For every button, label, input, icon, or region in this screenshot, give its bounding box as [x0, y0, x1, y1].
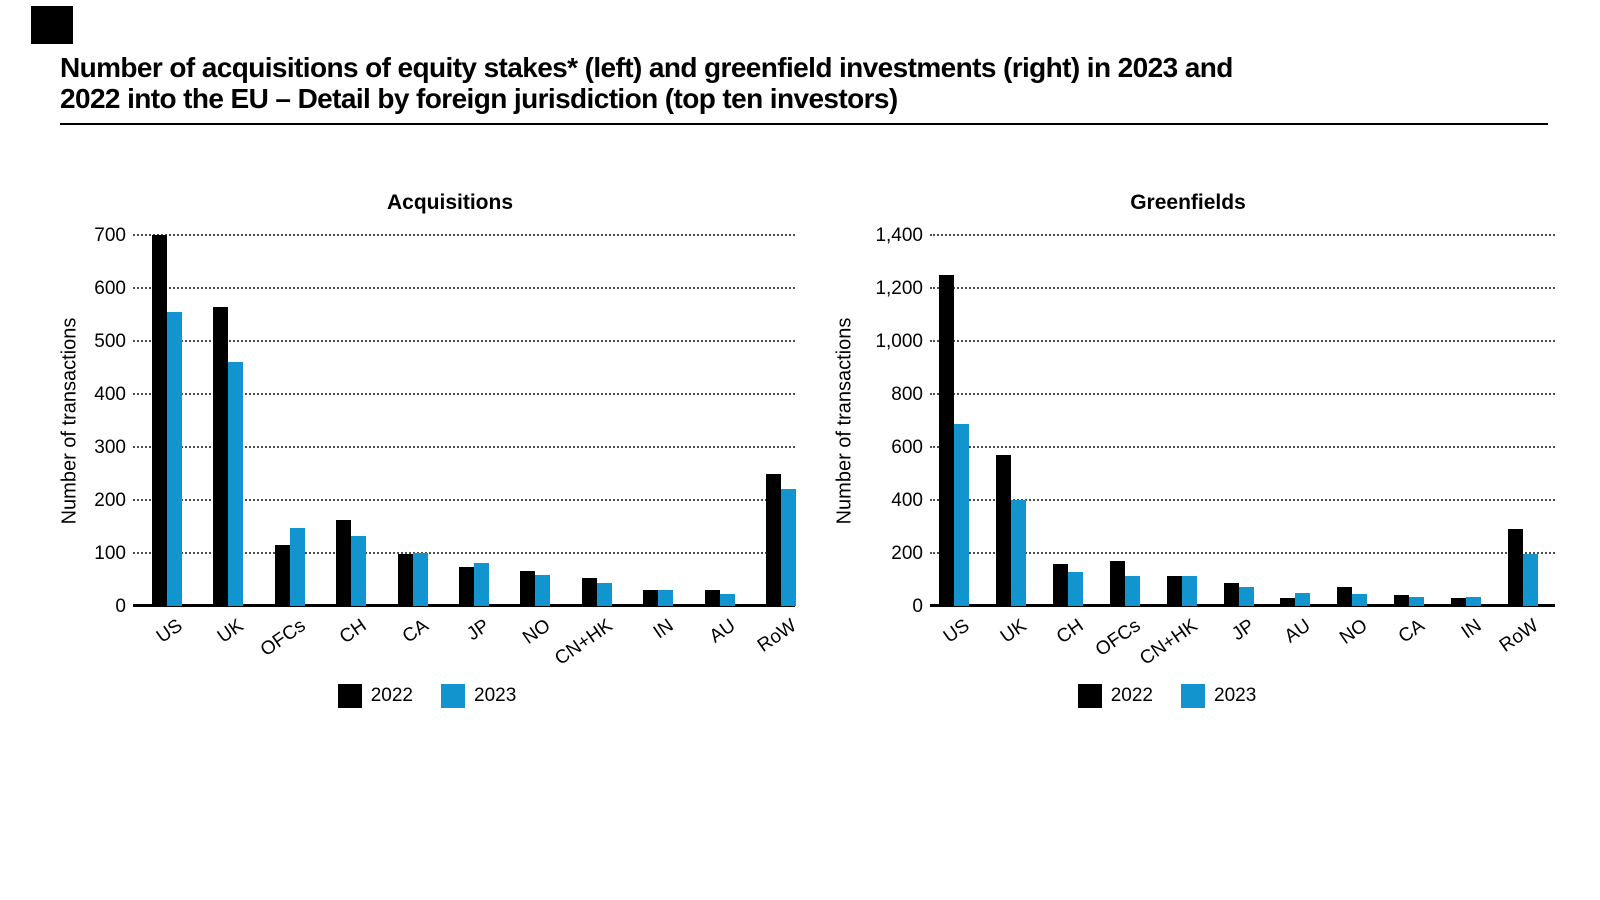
ytick-label-400: 400	[94, 384, 126, 405]
bar-2023-RoW	[781, 489, 796, 606]
chart-title-acquisitions: Acquisitions	[386, 191, 514, 214]
bar-2022-AU	[1280, 597, 1296, 606]
bar-2023-JP	[474, 563, 489, 606]
ytick-label-700: 700	[94, 225, 126, 246]
bar-2023-OFCs	[1124, 576, 1140, 606]
bar-2022-NO	[1337, 586, 1353, 606]
ytick-label-0: 0	[115, 596, 126, 617]
gridline-400	[133, 393, 795, 395]
gridline-200	[930, 552, 1555, 554]
gridline-200	[133, 499, 795, 501]
ytick-label-1400: 1,400	[875, 225, 923, 246]
gridline-500	[133, 340, 795, 342]
bar-2022-RoW	[766, 473, 781, 606]
bar-2023-IN	[1466, 596, 1482, 606]
ytick-label-500: 500	[94, 331, 126, 352]
bar-2022-RoW	[1508, 529, 1523, 606]
gridline-600	[930, 446, 1555, 448]
ytick-label-600: 600	[891, 437, 923, 458]
bar-2022-CA	[1394, 594, 1410, 606]
legend-swatch-2023	[1181, 684, 1205, 708]
bar-2023-CA	[1409, 596, 1425, 606]
ytick-label-1000: 1,000	[875, 331, 923, 352]
bar-2022-CH	[1052, 564, 1068, 606]
page-title-line2: 2022 into the EU – Detail by foreign jur…	[60, 83, 898, 114]
legend-swatch-2022	[1077, 684, 1102, 708]
gridline-1000	[930, 340, 1555, 342]
page-title: Number of acquisitions of equity stakes*…	[60, 52, 1540, 114]
legend-label-2023: 2023	[474, 685, 517, 706]
bar-2023-CH	[351, 535, 367, 606]
bar-2023-JP	[1238, 587, 1254, 606]
bar-2022-CA	[397, 554, 413, 606]
legend: 2022 2023	[1007, 684, 1327, 708]
bar-2022-CN+HK	[581, 578, 597, 606]
ytick-label-100: 100	[94, 543, 126, 564]
ytick-label-400: 400	[891, 490, 923, 511]
gridline-100	[133, 552, 795, 554]
bar-2023-AU	[719, 594, 735, 606]
bar-2022-JP	[459, 566, 474, 606]
bar-2023-IN	[658, 590, 674, 606]
bar-2023-RoW	[1523, 553, 1538, 606]
gridline-1200	[930, 287, 1555, 289]
bar-2022-AU	[704, 590, 720, 606]
legend-swatch-2022	[337, 684, 362, 708]
logo-mark	[31, 6, 73, 44]
bar-2022-IN	[1451, 597, 1467, 606]
bar-2022-OFCs	[274, 544, 290, 606]
xtick-label-US: US	[152, 615, 187, 648]
bar-2022-OFCs	[1109, 561, 1125, 606]
legend-swatch-2023	[441, 684, 465, 708]
bar-2022-UK	[213, 306, 229, 606]
bar-2023-NO	[1352, 594, 1368, 606]
bar-2022-US	[939, 274, 954, 606]
gridline-300	[133, 446, 795, 448]
gridline-700	[133, 234, 795, 236]
bar-2022-IN	[643, 590, 659, 606]
bar-2023-AU	[1295, 592, 1311, 606]
gridline-400	[930, 499, 1555, 501]
legend-label-2023: 2023	[1214, 685, 1257, 706]
ytick-label-600: 600	[94, 278, 126, 299]
bar-2023-US	[167, 311, 182, 606]
bar-2023-US	[954, 424, 969, 606]
bar-2023-CH	[1067, 572, 1083, 606]
ytick-label-0: 0	[912, 596, 923, 617]
bar-2023-NO	[535, 575, 551, 606]
xtick-label-UK: UK	[214, 615, 248, 648]
page-title-line1: Number of acquisitions of equity stakes*…	[60, 52, 1233, 83]
xtick-label-RoW: RoW	[753, 615, 801, 657]
ytick-label-300: 300	[94, 437, 126, 458]
bar-2022-CN+HK	[1166, 576, 1182, 606]
bar-2023-OFCs	[289, 528, 305, 606]
bar-2023-CA	[412, 553, 428, 606]
ytick-label-200: 200	[891, 543, 923, 564]
xtick-label-AU: AU	[705, 615, 740, 648]
bar-2023-CN+HK	[1181, 576, 1197, 606]
bar-2022-JP	[1223, 583, 1239, 606]
bar-2022-CH	[336, 520, 352, 606]
legend: 2022 2023	[267, 684, 587, 708]
bar-2023-UK	[228, 362, 244, 606]
gridline-800	[930, 393, 1555, 395]
gridline-1400	[930, 234, 1555, 236]
legend-label-2022: 2022	[1110, 685, 1153, 706]
bar-2023-CN+HK	[596, 582, 612, 606]
bar-2023-UK	[1010, 500, 1026, 606]
bar-2022-UK	[995, 454, 1011, 606]
gridline-600	[133, 287, 795, 289]
bar-2022-US	[152, 235, 167, 606]
chart-title-greenfields: Greenfields	[1130, 191, 1246, 214]
legend-label-2022: 2022	[370, 685, 413, 706]
ytick-label-800: 800	[891, 384, 923, 405]
title-divider	[60, 123, 1548, 125]
ytick-label-1200: 1,200	[875, 278, 923, 299]
bar-2022-NO	[520, 571, 536, 606]
ytick-label-200: 200	[94, 490, 126, 511]
